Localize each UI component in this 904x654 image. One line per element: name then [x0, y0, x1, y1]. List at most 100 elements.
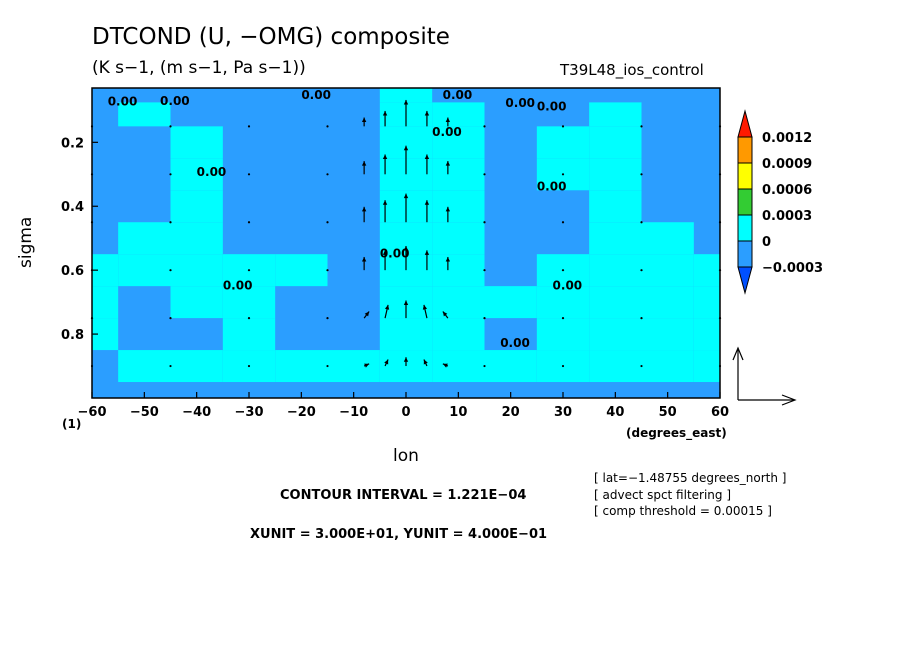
contour-cell — [379, 88, 433, 103]
vector-head — [382, 250, 388, 255]
x-tick-label: 40 — [606, 405, 624, 420]
vector-head — [445, 256, 451, 262]
contour-cell — [170, 158, 223, 191]
contour-cell — [641, 350, 694, 383]
colorbar-segment — [737, 240, 753, 268]
vector-dot — [640, 364, 643, 368]
contour-cell — [589, 318, 642, 351]
vector-dot — [169, 221, 172, 224]
contour-cell — [432, 102, 485, 127]
contour-cell — [589, 254, 642, 287]
contour-cell — [641, 222, 694, 255]
vector-dot — [247, 125, 251, 128]
vector-head — [361, 256, 367, 262]
vector-head — [361, 117, 367, 123]
x-unit-label: (degrees_east) — [626, 426, 727, 440]
contour-cell — [536, 126, 590, 159]
vector-head — [424, 154, 430, 159]
vector-head — [384, 359, 389, 365]
contour-cell — [170, 126, 223, 159]
y-tick-label: 0.2 — [61, 136, 84, 151]
run-name: T39L48_ios_control — [560, 61, 704, 79]
contour-label: 0.00 — [432, 125, 462, 139]
x-tick-label: 20 — [502, 405, 520, 420]
contour-cell — [222, 286, 276, 319]
colorbar-label: 0.0006 — [762, 183, 812, 198]
x-axis-label: lon — [393, 446, 419, 466]
vector-group — [90, 99, 722, 368]
contour-cell — [693, 286, 720, 319]
vector-dot — [561, 269, 565, 272]
x-tick-label: −20 — [287, 405, 316, 420]
vector-head — [403, 357, 409, 362]
vector-dot — [640, 317, 643, 320]
vector-dot — [247, 269, 251, 272]
vector-dot — [326, 173, 329, 176]
contour-cell — [432, 350, 485, 383]
contour-cell — [641, 286, 694, 319]
contour-label: 0.00 — [108, 95, 138, 109]
contour-cell — [641, 254, 694, 287]
vector-dot — [247, 221, 251, 224]
contour-cell — [118, 102, 171, 127]
contour-cell — [536, 286, 590, 319]
contour-cell — [222, 318, 276, 351]
contour-cell — [589, 158, 642, 191]
contour-fill-group — [92, 88, 720, 398]
vector-dot — [483, 221, 486, 224]
contour-cell — [275, 254, 328, 287]
colorbar-label: 0.0003 — [762, 209, 812, 224]
contour-cell — [693, 350, 720, 383]
contour-label: 0.00 — [500, 336, 530, 350]
contour-cell — [432, 158, 485, 191]
vector-head — [424, 110, 430, 116]
vector-head — [382, 110, 388, 116]
x-tick-label: −40 — [182, 405, 211, 420]
contour-cell — [118, 254, 171, 287]
x-tick-label: −50 — [130, 405, 159, 420]
vector-head — [442, 363, 448, 368]
vector-dot — [561, 173, 565, 176]
vector-head — [422, 304, 428, 310]
colorbar-label: 0.0009 — [762, 157, 812, 172]
x-tick-label: −30 — [235, 405, 264, 420]
vector-dot — [640, 173, 643, 176]
x-tick-label: 50 — [659, 405, 677, 420]
contour-cell — [536, 318, 590, 351]
contour-cell — [484, 350, 537, 383]
contour-label: 0.00 — [160, 94, 190, 108]
contour-cell — [589, 102, 642, 127]
contour-cell — [432, 286, 485, 319]
contour-cell — [379, 350, 433, 383]
contour-label: 0.00 — [505, 96, 535, 110]
vector-dot — [247, 173, 251, 176]
colorbar-segment — [737, 188, 753, 216]
vector-dot — [169, 269, 172, 272]
contour-cell — [432, 254, 485, 287]
vector-head — [403, 99, 409, 105]
vector-dot — [561, 317, 565, 320]
vector-dot — [169, 173, 172, 176]
vector-head — [403, 245, 409, 251]
contour-cell — [327, 350, 380, 383]
info-filter: [ advect spct filtering ] — [594, 488, 732, 502]
contour-cell — [170, 222, 223, 255]
contour-label: 0.00 — [553, 278, 583, 292]
contour-cell — [484, 286, 537, 319]
contour-cell — [432, 190, 485, 223]
contour-interval: CONTOUR INTERVAL = 1.221E−04 — [280, 488, 527, 503]
vector-dot — [326, 269, 329, 272]
vector-dot — [561, 125, 565, 128]
vector-head — [445, 161, 451, 166]
vector-head — [403, 300, 409, 306]
contour-cell — [170, 254, 223, 287]
contour-label: 0.00 — [380, 246, 410, 260]
contour-cell — [641, 318, 694, 351]
colorbar-segment — [737, 214, 753, 242]
vector-dot — [483, 364, 486, 368]
y-axis-label: sigma — [16, 216, 36, 268]
vector-head — [364, 311, 370, 317]
colorbar-segment — [737, 136, 753, 164]
vector-dot — [483, 269, 486, 272]
